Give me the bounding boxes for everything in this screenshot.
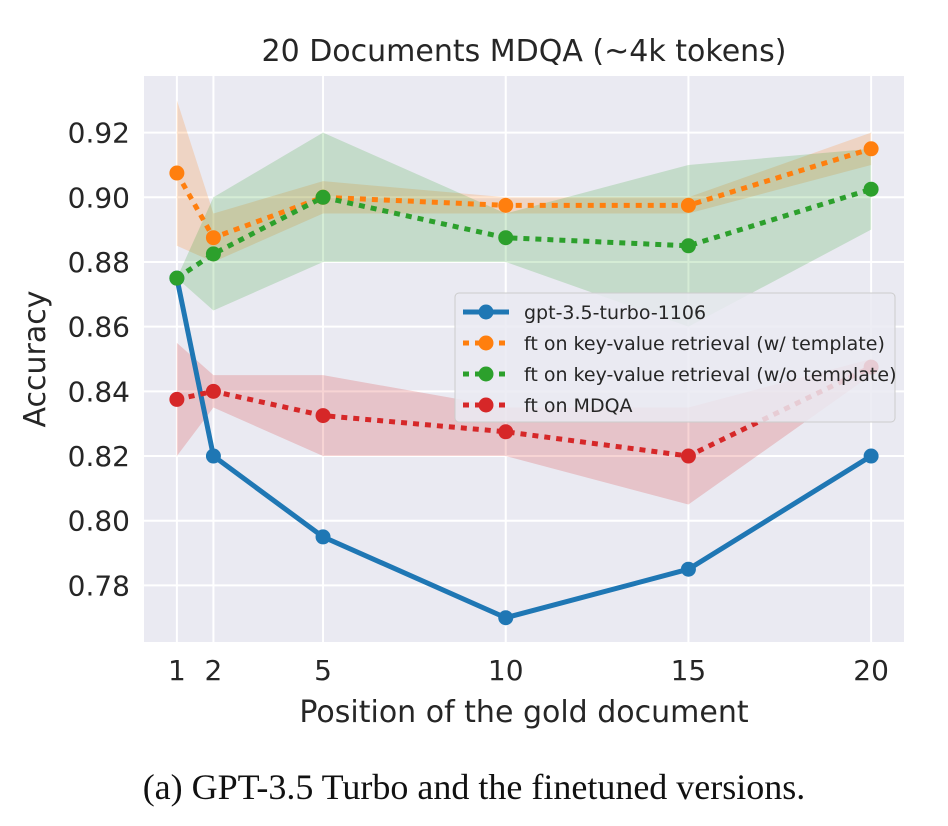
series-band (176, 100, 872, 262)
series-line (174, 277, 873, 621)
data-point (863, 448, 879, 464)
legend-marker (478, 397, 494, 413)
y-tick-label: 0.88 (68, 246, 130, 279)
legend-label: ft on MDQA (524, 395, 633, 417)
data-point (169, 391, 185, 407)
data-point (498, 230, 514, 246)
data-point (205, 448, 221, 464)
data-point (863, 181, 879, 197)
series-line (174, 146, 872, 241)
y-tick-label: 0.82 (68, 440, 130, 473)
legend-box (454, 292, 896, 423)
y-tick-label: 0.84 (68, 375, 130, 408)
x-tick-label: 15 (671, 654, 707, 687)
legend-label: ft on key-value retrieval (w/o template) (524, 364, 896, 386)
legend-marker (478, 335, 494, 351)
figure-caption: (a) GPT-3.5 Turbo and the finetuned vers… (142, 767, 806, 807)
y-axis-label: Accuracy (18, 291, 53, 428)
legend-label: ft on key-value retrieval (w/ template) (524, 333, 885, 355)
chart-title: 20 Documents MDQA (~4k tokens) (261, 34, 786, 69)
data-point (315, 408, 331, 424)
x-tick-labels: 1 2 5 10 15 20 (168, 654, 889, 687)
series-band (176, 132, 872, 327)
series-line (176, 364, 873, 459)
x-tick-label: 10 (488, 654, 524, 687)
y-tick-label: 0.80 (68, 505, 130, 538)
confidence-bands (176, 100, 872, 505)
data-point (680, 448, 696, 464)
legend: gpt-3.5-turbo-1106 ft on key-value retrie… (454, 292, 896, 423)
series-band (176, 342, 872, 505)
data-point (498, 197, 514, 213)
data-point (498, 610, 514, 626)
x-tick-label: 1 (168, 654, 186, 687)
y-tick-label: 0.92 (68, 117, 130, 150)
data-point (680, 197, 696, 213)
y-tick-labels: 0.78 0.80 0.82 0.84 0.86 0.88 0.90 0.92 (68, 117, 130, 603)
y-tick-label: 0.86 (68, 311, 130, 344)
data-point (169, 270, 185, 286)
data-point (315, 529, 331, 545)
data-point (680, 238, 696, 254)
data-point (498, 424, 514, 440)
x-tick-label: 5 (314, 654, 332, 687)
y-tick-label: 0.90 (68, 181, 130, 214)
legend-label: gpt-3.5-turbo-1106 (524, 302, 706, 324)
data-point (863, 141, 879, 157)
data-point (680, 561, 696, 577)
x-axis-label: Position of the gold document (299, 695, 748, 730)
x-tick-label: 20 (853, 654, 889, 687)
data-point (205, 246, 221, 262)
data-point (205, 383, 221, 399)
data-point (205, 230, 221, 246)
series-points (169, 141, 879, 626)
x-tick-label: 2 (205, 654, 223, 687)
y-tick-label: 0.78 (68, 569, 130, 602)
data-point (315, 189, 331, 205)
data-point (169, 165, 185, 181)
legend-marker (478, 304, 494, 320)
legend-marker (478, 366, 494, 382)
